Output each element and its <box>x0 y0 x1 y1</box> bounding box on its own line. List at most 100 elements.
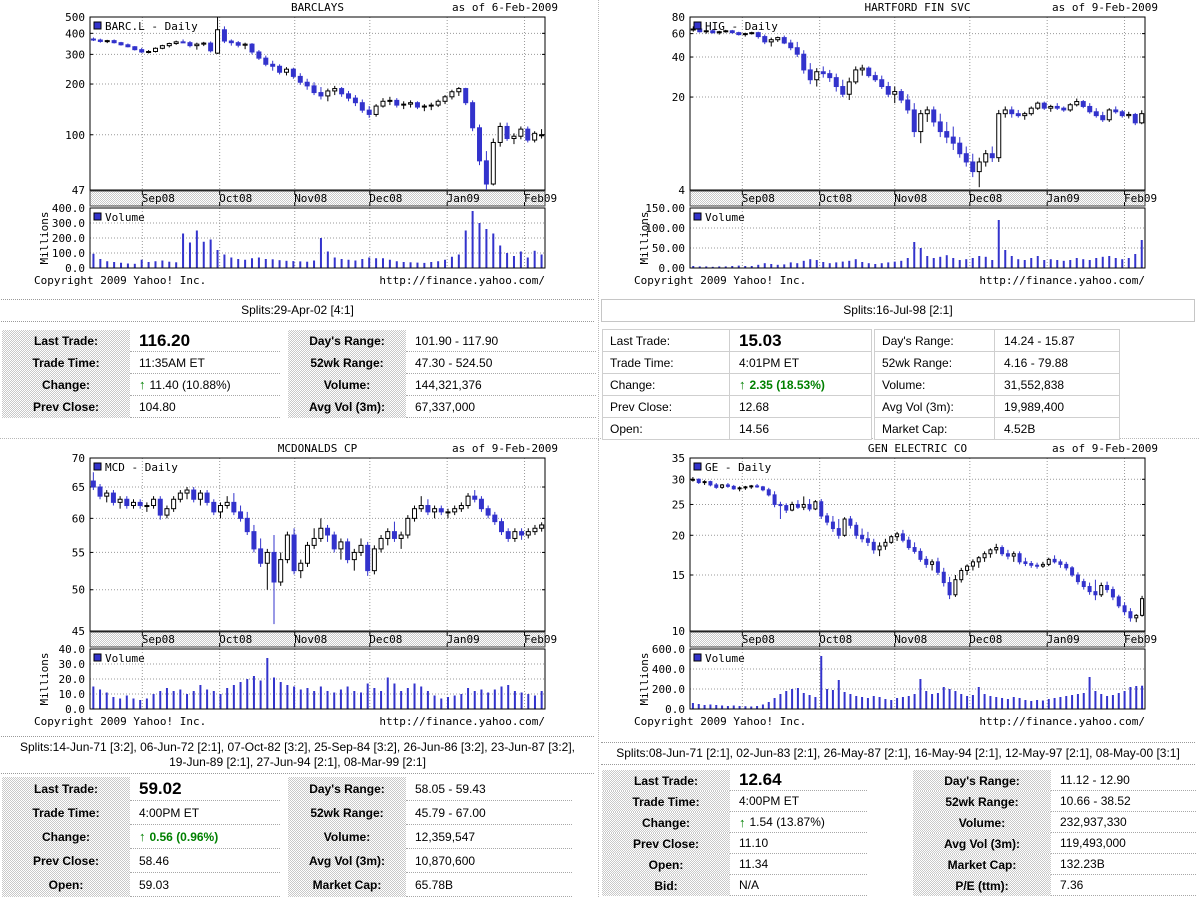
quote-value-change: ↑ 11.40 (10.88%) <box>130 374 280 396</box>
quote-row-day-s-range: Day's Range: 101.90 - 117.90 <box>288 330 596 352</box>
quote-label-p-e-ttm: P/E (ttm): <box>913 875 1051 896</box>
change-text: 0.56 (0.96%) <box>149 829 219 844</box>
month-axis-label: Sep08 <box>142 633 175 646</box>
source-url-text: http://finance.yahoo.com/ <box>979 715 1145 728</box>
ge-chart-image: GEN ELECTRIC CO as of 9-Feb-2009 35 30 25 20 1… <box>600 441 1199 735</box>
price-axis-tick: 35 <box>672 452 685 465</box>
quote-row-52wk-range: 52wk Range: 47.30 - 524.50 <box>288 352 596 374</box>
quadrant-hartford: HARTFORD FIN SVC as of 9-Feb-2009 80 60 40 20… <box>600 0 1199 440</box>
quote-value-last-trade: 116.20 <box>130 330 280 352</box>
quote-row-last-trade: Last Trade: 116.20 <box>2 330 280 352</box>
volume-legend-label: Volume <box>105 211 145 224</box>
volume-axis-tick: 100.00 <box>645 222 685 235</box>
copyright-text: Copyright 2009 Yahoo! Inc. <box>34 274 206 287</box>
quote-label-52wk-range: 52wk Range: <box>913 791 1051 812</box>
quote-table-mcdonalds-right: Day's Range: 58.05 - 59.43 52wk Range: 45.7… <box>288 777 572 897</box>
quote-value-avg-vol-3m: 67,337,000 <box>406 396 596 418</box>
chart-title: MCDONALDS CP <box>278 442 358 455</box>
mcdonalds-chart-image: MCDONALDS CP as of 9-Feb-2009 70 65 60 55 50 45… <box>0 441 599 735</box>
quote-value-trade-time: 4:00PM ET <box>730 791 867 812</box>
month-axis-label: Nov08 <box>894 633 927 646</box>
quote-label-day-s-range: Day's Range: <box>874 329 995 351</box>
quote-label-last-trade: Last Trade: <box>2 330 130 352</box>
month-axis-label: Oct08 <box>819 633 852 646</box>
month-axis-label: Feb09 <box>1124 192 1157 205</box>
quote-value-52wk-range: 4.16 - 79.88 <box>995 351 1120 373</box>
price-axis-tick: 200 <box>65 78 85 91</box>
month-axis-label: Dec08 <box>369 633 402 646</box>
price-axis-tick: 60 <box>672 28 685 41</box>
quote-row-avg-vol-3m: Avg Vol (3m): 19,989,400 <box>874 395 1120 417</box>
up-arrow-icon: ↑ <box>739 377 746 392</box>
price-legend-label: MCD - Daily <box>105 461 178 474</box>
quote-label-volume: Volume: <box>913 812 1051 833</box>
price-axis-tick: 100 <box>65 129 85 142</box>
quote-table-mcdonalds-left: Last Trade: 59.02 Trade Time: 4:00PM ET Chan… <box>2 777 280 897</box>
month-axis-label: Dec08 <box>969 633 1002 646</box>
volume-legend-label: Volume <box>105 652 145 665</box>
volume-axis-title: Millions <box>38 653 51 706</box>
quote-label-market-cap: Market Cap: <box>913 854 1051 875</box>
quote-value-market-cap: 132.23B <box>1051 854 1196 875</box>
quote-value-avg-vol-3m: 19,989,400 <box>995 395 1120 417</box>
up-arrow-icon: ↑ <box>139 829 146 844</box>
quote-label-change: Change: <box>2 825 130 849</box>
quote-label-trade-time: Trade Time: <box>2 801 130 825</box>
volume-axis-title: Millions <box>38 212 51 265</box>
quote-label-avg-vol-3m: Avg Vol (3m): <box>288 849 406 873</box>
quote-table-hartford-right: Day's Range: 14.24 - 15.87 52wk Range: 4.16… <box>874 329 1120 440</box>
quote-label-trade-time: Trade Time: <box>602 791 730 812</box>
month-axis-label: Jan09 <box>1047 633 1080 646</box>
volume-axis-title: Millions <box>638 653 651 706</box>
quote-value-market-cap: 65.78B <box>406 873 572 897</box>
quote-row-market-cap: Market Cap: 4.52B <box>874 417 1120 439</box>
month-axis-label: Dec08 <box>369 192 402 205</box>
quote-value-52wk-range: 45.79 - 67.00 <box>406 801 572 825</box>
quote-value-prev-close: 58.46 <box>130 849 280 873</box>
copyright-text: Copyright 2009 Yahoo! Inc. <box>634 274 806 287</box>
quote-row-day-s-range: Day's Range: 11.12 - 12.90 <box>913 770 1196 791</box>
quote-row-market-cap: Market Cap: 65.78B <box>288 873 572 897</box>
quote-row-avg-vol-3m: Avg Vol (3m): 67,337,000 <box>288 396 596 418</box>
quote-value-bid: N/A <box>730 875 867 896</box>
price-axis-tick: 55 <box>72 546 85 559</box>
quote-row-trade-time: Trade Time: 11:35AM ET <box>2 352 280 374</box>
source-url-text: http://finance.yahoo.com/ <box>379 715 545 728</box>
splits-note-ge: Splits:08-Jun-71 [2:1], 02-Jun-83 [2:1],… <box>601 742 1195 765</box>
splits-note-hartford: Splits:16-Jul-98 [2:1] <box>601 299 1195 322</box>
quote-table-hartford-left: Last Trade: 15.03 Trade Time: 4:01PM ET Chan… <box>602 329 872 440</box>
quote-value-day-s-range: 14.24 - 15.87 <box>995 329 1120 351</box>
splits-note-mcdonalds: Splits:14-Jun-71 [3:2], 06-Jun-72 [2:1],… <box>1 736 594 774</box>
quote-value-prev-close: 11.10 <box>730 833 867 854</box>
quote-row-volume: Volume: 31,552,838 <box>874 373 1120 395</box>
quote-row-change: Change: ↑ 11.40 (10.88%) <box>2 374 280 396</box>
quote-value-open: 11.34 <box>730 854 867 875</box>
quote-label-trade-time: Trade Time: <box>602 351 730 373</box>
quote-label-day-s-range: Day's Range: <box>288 777 406 801</box>
volume-axis-tick: 300.0 <box>52 217 85 230</box>
quote-value-volume: 232,937,330 <box>1051 812 1196 833</box>
quote-row-market-cap: Market Cap: 132.23B <box>913 854 1196 875</box>
volume-axis-tick: 20.0 <box>59 673 86 686</box>
quote-row-change: Change: ↑ 1.54 (13.87%) <box>602 812 867 833</box>
price-axis-tick: 50 <box>72 584 85 597</box>
price-axis-tick: 500 <box>65 11 85 24</box>
price-axis-tick: 45 <box>72 625 85 638</box>
quote-label-52wk-range: 52wk Range: <box>288 352 406 374</box>
price-axis-tick: 20 <box>672 529 685 542</box>
price-axis-tick: 60 <box>72 512 85 525</box>
price-axis-tick: 80 <box>672 11 685 24</box>
copyright-text: Copyright 2009 Yahoo! Inc. <box>634 715 806 728</box>
month-axis-label: Sep08 <box>742 192 775 205</box>
volume-axis-title: Millions <box>638 212 651 265</box>
month-axis-label: Feb09 <box>1124 633 1157 646</box>
quote-label-trade-time: Trade Time: <box>2 352 130 374</box>
quote-label-change: Change: <box>602 812 730 833</box>
volume-axis-tick: 200.0 <box>652 683 685 696</box>
month-axis-label: Feb09 <box>524 192 557 205</box>
quote-label-avg-vol-3m: Avg Vol (3m): <box>288 396 406 418</box>
quote-value-52wk-range: 10.66 - 38.52 <box>1051 791 1196 812</box>
price-legend-label: HIG - Daily <box>705 20 778 33</box>
quote-value-open: 59.03 <box>130 873 280 897</box>
month-axis-label: Nov08 <box>894 192 927 205</box>
